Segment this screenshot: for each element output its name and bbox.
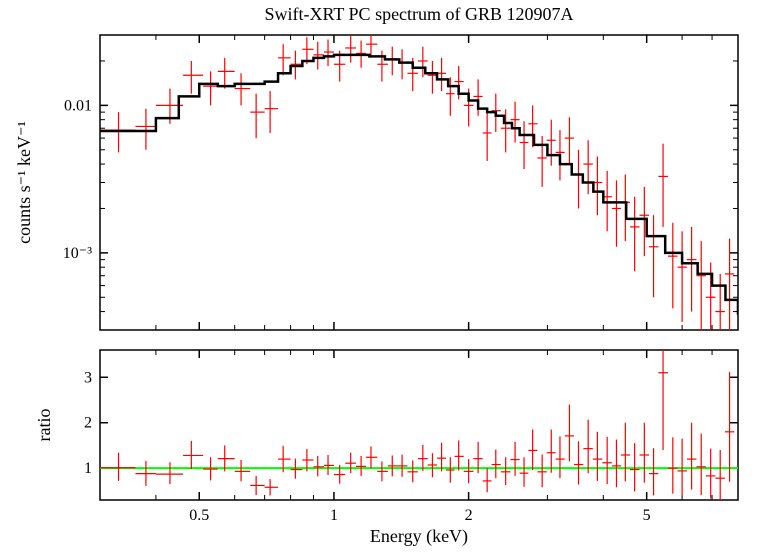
xtick-label: 1 <box>330 507 338 524</box>
bottom-frame <box>100 350 738 500</box>
bottom-panel: 0.5 1 2 5 1 2 3 Energy (keV) ratio <box>34 277 738 547</box>
chart-title: Swift-XRT PC spectrum of GRB 120907A <box>264 4 573 24</box>
top-ylabel: counts s⁻¹ keV⁻¹ <box>14 121 34 244</box>
ytick-label: 10⁻³ <box>63 245 92 262</box>
ytick-label: 2 <box>84 415 92 432</box>
xtick-label: 2 <box>465 507 473 524</box>
spectrum-chart: Swift-XRT PC spectrum of GRB 120907A 10⁻³… <box>0 0 758 556</box>
xlabel: Energy (keV) <box>370 526 468 547</box>
xtick-label: 5 <box>643 507 651 524</box>
xtick-label: 0.5 <box>189 507 209 524</box>
bottom-data <box>100 277 738 500</box>
bottom-ylabel: ratio <box>34 409 54 442</box>
model-line <box>100 55 738 315</box>
ytick-label: 1 <box>84 460 92 477</box>
ytick-label: 3 <box>84 369 92 386</box>
top-frame <box>100 35 738 330</box>
ytick-label: 0.01 <box>64 97 92 114</box>
top-panel: 10⁻³ 0.01 counts s⁻¹ keV⁻¹ <box>14 33 738 375</box>
chart-container: Swift-XRT PC spectrum of GRB 120907A 10⁻³… <box>0 0 758 556</box>
top-data <box>100 33 738 375</box>
